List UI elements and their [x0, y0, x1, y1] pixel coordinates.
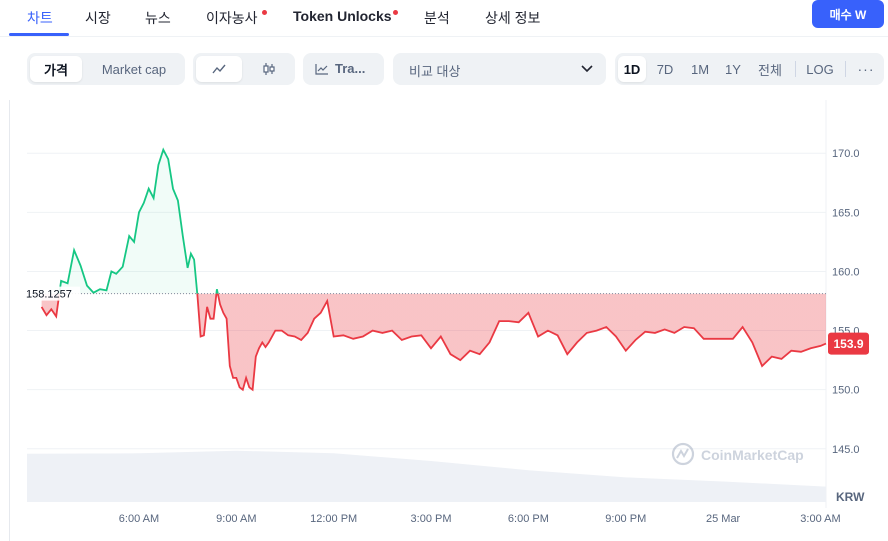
chart-left-border — [9, 100, 10, 541]
more-icon: ··· — [857, 61, 875, 77]
last-price-label: 153.9 — [828, 332, 869, 355]
watermark: CoinMarketCap — [671, 442, 804, 466]
y-tick-label: 160.0 — [832, 266, 860, 278]
last-price-text: 153.9 — [833, 337, 863, 351]
tab-yield-farming[interactable]: 이자농사 — [206, 10, 258, 26]
candlestick-button[interactable] — [246, 56, 292, 82]
price-line-down — [40, 293, 827, 392]
range-1d[interactable]: 1D — [618, 56, 646, 82]
x-axis: 6:00 AM 9:00 AM 12:00 PM 3:00 PM 6:00 PM 9:00… — [119, 513, 841, 525]
tab-market[interactable]: 시장 — [85, 10, 111, 26]
x-tick-label: 9:00 AM — [216, 513, 256, 525]
y-tick-label: 145.0 — [832, 444, 860, 456]
tab-yield-farming-dot — [262, 10, 267, 15]
x-tick-label: 12:00 PM — [310, 513, 357, 525]
range-toggle: 1D 7D 1M 1Y 전체 LOG ··· — [615, 53, 884, 85]
range-divider — [795, 61, 796, 77]
market-cap-toggle[interactable]: Market cap — [101, 61, 167, 77]
log-toggle[interactable]: LOG — [806, 61, 834, 77]
tradingview-label: Tra... — [335, 61, 366, 76]
volume-area — [27, 450, 826, 502]
x-tick-label: 25 Mar — [706, 513, 741, 525]
baseline-label-text: 158.1257 — [26, 289, 72, 301]
price-line-up — [58, 147, 219, 294]
compare-placeholder: 비교 대상 — [409, 64, 461, 79]
price-chart: CoinMarketCap 145.0150.0155.0160.0165.01… — [22, 100, 869, 525]
baseline-label: 158.1257 — [22, 286, 80, 301]
tab-token-unlocks-dot — [393, 10, 398, 15]
tab-analysis[interactable]: 분석 — [424, 10, 450, 26]
y-tick-label: 165.0 — [832, 207, 860, 219]
x-tick-label: 9:00 PM — [605, 513, 646, 525]
x-tick-label: 3:00 PM — [411, 513, 452, 525]
line-chart-button[interactable] — [196, 56, 242, 82]
currency-label: KRW — [836, 490, 865, 504]
range-all[interactable]: 전체 — [758, 62, 782, 78]
line-chart-icon — [212, 64, 226, 74]
tab-details[interactable]: 상세 정보 — [485, 10, 541, 26]
tab-token-unlocks[interactable]: Token Unlocks — [293, 8, 392, 24]
metric-toggle: 가격 Market cap — [27, 53, 185, 85]
watermark-text: CoinMarketCap — [701, 447, 804, 463]
tab-chart[interactable]: 차트 — [27, 10, 53, 26]
x-tick-label: 6:00 AM — [119, 513, 159, 525]
range-1y[interactable]: 1Y — [725, 61, 741, 77]
log-divider — [845, 61, 846, 77]
coinmarketcap-logo-mark — [676, 448, 689, 459]
coinmarketcap-logo-icon — [671, 442, 695, 466]
x-tick-label: 3:00 AM — [800, 513, 840, 525]
tradingview-button[interactable]: Tra... — [303, 53, 384, 85]
active-tab-underline — [9, 33, 69, 36]
range-7d[interactable]: 7D — [656, 61, 674, 77]
compare-select[interactable]: 비교 대상 — [393, 53, 606, 85]
y-tick-label: 170.0 — [832, 148, 860, 160]
chart-style-toggle — [193, 53, 295, 85]
last-price-badge — [828, 332, 869, 355]
tradingview-icon — [315, 64, 328, 75]
more-button[interactable]: ··· — [851, 56, 881, 82]
range-1m[interactable]: 1M — [690, 61, 710, 77]
y-tick-label: 150.0 — [832, 385, 860, 397]
baseline-label-bg — [22, 286, 80, 301]
candlestick-icon — [263, 63, 275, 75]
area-above-baseline — [41, 149, 826, 294]
tab-bar: 차트 시장 뉴스 이자농사 Token Unlocks 분석 상세 정보 — [0, 0, 888, 37]
price-toggle[interactable]: 가격 — [30, 56, 82, 82]
chevron-down-icon — [581, 65, 593, 73]
x-tick-label: 6:00 PM — [508, 513, 549, 525]
buy-button[interactable]: 매수 W — [812, 0, 884, 28]
area-below-baseline — [41, 293, 826, 390]
tab-news[interactable]: 뉴스 — [145, 10, 171, 26]
